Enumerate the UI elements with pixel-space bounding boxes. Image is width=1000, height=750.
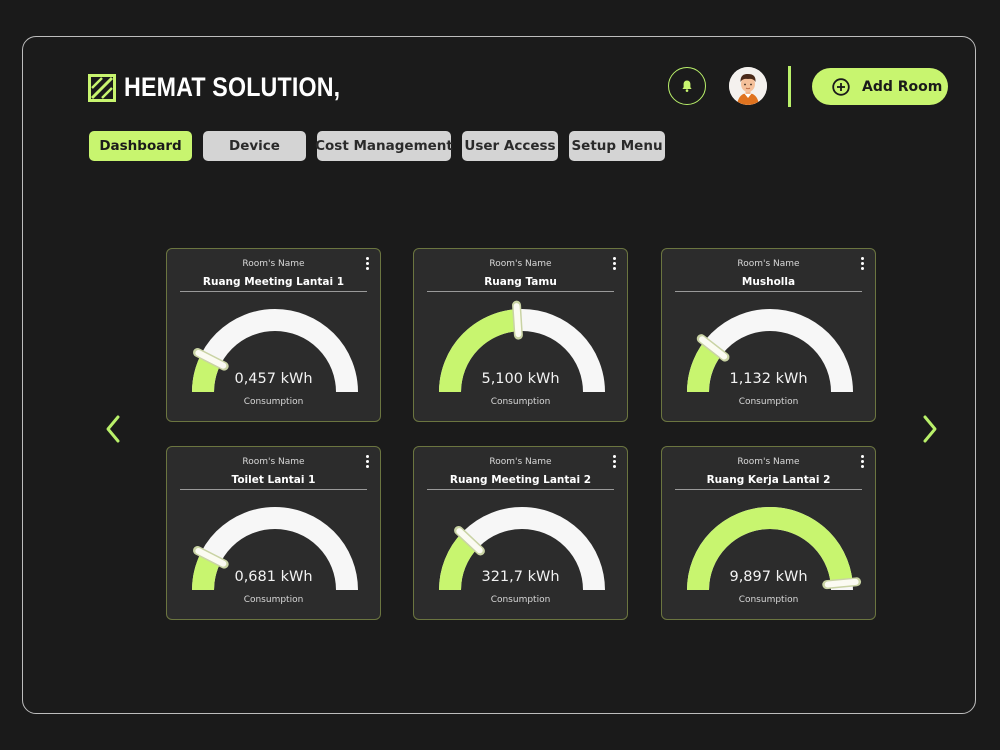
- gauge-fill: [439, 309, 519, 393]
- user-avatar[interactable]: [729, 67, 767, 105]
- room-caption: Room's Name: [242, 259, 305, 269]
- room-card[interactable]: Room's Name Toilet Lantai 1 0,681 kWh Co…: [166, 446, 381, 620]
- consumption-label: Consumption: [490, 397, 551, 407]
- brand-name: HEMAT SOLUTION,: [124, 72, 341, 102]
- room-caption: Room's Name: [242, 457, 305, 467]
- tab-setup-menu[interactable]: Setup Menu: [569, 131, 665, 161]
- room-name: Musholla: [741, 276, 796, 288]
- more-options-icon[interactable]: [859, 257, 865, 273]
- room-divider: [427, 489, 614, 490]
- consumption-value: 1,132 kWh: [729, 371, 808, 387]
- header-divider: [788, 66, 791, 107]
- consumption-gauge: [192, 309, 358, 393]
- gauge-fill: [439, 533, 478, 591]
- bell-icon: [682, 80, 692, 92]
- room-card[interactable]: Room's Name Ruang Kerja Lantai 2 9,897 k…: [661, 446, 876, 620]
- gauge-marker: [456, 528, 483, 554]
- gauge-marker: [195, 547, 227, 567]
- consumption-label: Consumption: [738, 397, 799, 407]
- consumption-gauge: [687, 507, 862, 591]
- room-name: Ruang Kerja Lantai 2: [706, 474, 831, 486]
- logo-icon: [88, 73, 116, 102]
- room-divider: [427, 291, 614, 292]
- room-caption: Room's Name: [489, 457, 552, 467]
- room-name: Toilet Lantai 1: [231, 474, 316, 486]
- room-name: Ruang Meeting Lantai 1: [202, 276, 345, 288]
- consumption-label: Consumption: [243, 397, 304, 407]
- gauge-marker: [699, 336, 728, 360]
- consumption-value: 5,100 kWh: [481, 371, 560, 387]
- consumption-gauge: [192, 507, 358, 591]
- more-options-icon[interactable]: [859, 455, 865, 471]
- room-name: Ruang Tamu: [484, 276, 557, 288]
- consumption-value: 0,681 kWh: [234, 569, 313, 585]
- room-card[interactable]: Room's Name Musholla 1,132 kWh Consumpti…: [661, 248, 876, 422]
- more-options-icon[interactable]: [364, 455, 370, 471]
- gauge-marker: [824, 578, 859, 588]
- consumption-gauge: [439, 507, 605, 591]
- more-options-icon[interactable]: [611, 455, 617, 471]
- tab-device[interactable]: Device: [203, 131, 306, 161]
- tab-user-access[interactable]: User Access: [462, 131, 558, 161]
- room-divider: [180, 291, 367, 292]
- consumption-label: Consumption: [490, 595, 551, 605]
- room-card[interactable]: Room's Name Ruang Meeting Lantai 1 0,457…: [166, 248, 381, 422]
- gauge-marker: [195, 349, 227, 369]
- more-options-icon[interactable]: [611, 257, 617, 273]
- consumption-value: 0,457 kWh: [234, 371, 313, 387]
- room-card[interactable]: Room's Name Ruang Meeting Lantai 2 321,7…: [413, 446, 628, 620]
- add-room-button[interactable]: Add Room: [812, 68, 948, 105]
- chevron-left-icon[interactable]: [103, 414, 125, 444]
- consumption-label: Consumption: [243, 595, 304, 605]
- consumption-gauge: [439, 300, 605, 393]
- avatar-icon: [729, 67, 767, 105]
- notification-button[interactable]: [668, 67, 706, 105]
- room-divider: [675, 291, 862, 292]
- gauge-marker: [513, 303, 522, 338]
- add-room-label: Add Room: [862, 78, 943, 95]
- consumption-value: 321,7 kWh: [481, 569, 560, 585]
- tab-dashboard[interactable]: Dashboard: [89, 131, 192, 161]
- room-caption: Room's Name: [737, 457, 800, 467]
- gauge-fill: [687, 507, 853, 591]
- room-caption: Room's Name: [737, 259, 800, 269]
- room-divider: [675, 489, 862, 490]
- consumption-gauge: [687, 309, 853, 393]
- plus-circle-icon: [832, 77, 850, 96]
- room-card[interactable]: Room's Name Ruang Tamu 5,100 kWh Consump…: [413, 248, 628, 422]
- more-options-icon[interactable]: [364, 257, 370, 273]
- room-divider: [180, 489, 367, 490]
- room-name: Ruang Meeting Lantai 2: [449, 474, 592, 486]
- brand-logo: HEMAT SOLUTION,: [88, 72, 375, 103]
- tab-cost-management[interactable]: Cost Management: [315, 131, 453, 161]
- consumption-label: Consumption: [738, 595, 799, 605]
- consumption-value: 9,897 kWh: [729, 569, 808, 585]
- room-caption: Room's Name: [489, 259, 552, 269]
- chevron-right-icon[interactable]: [918, 414, 940, 444]
